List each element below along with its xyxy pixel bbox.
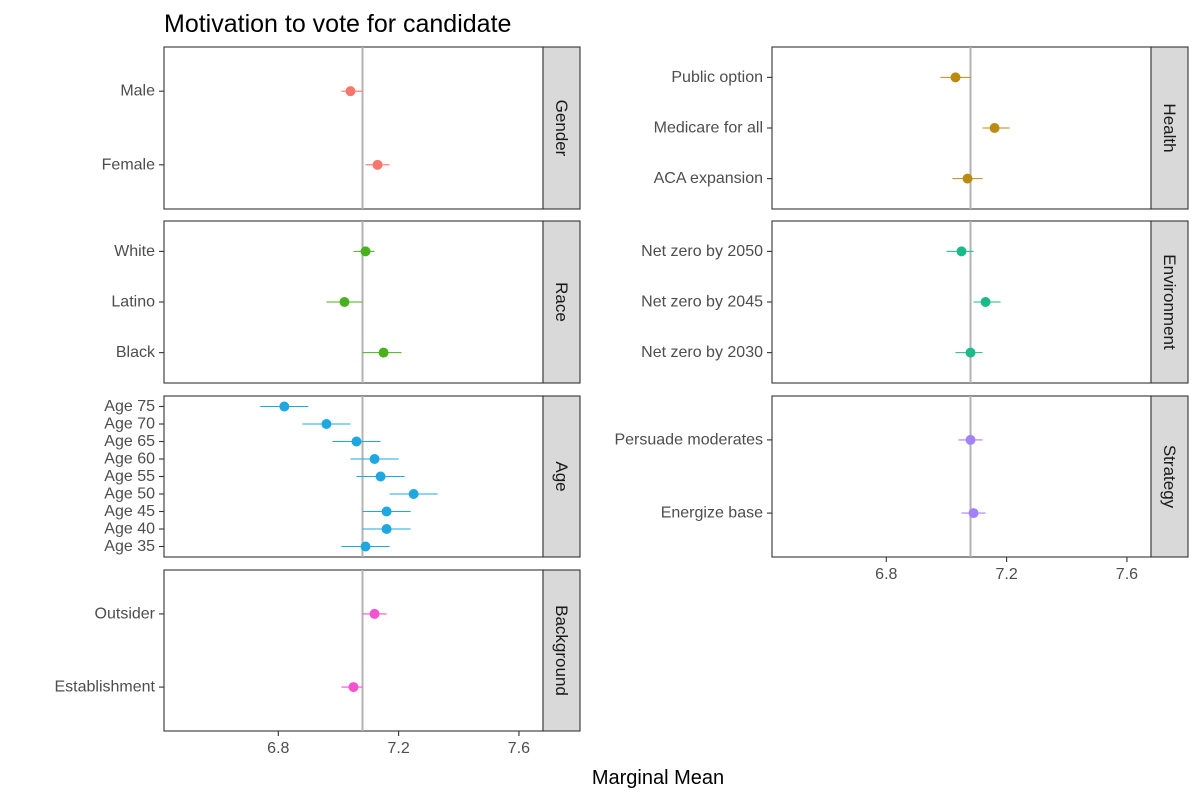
y-tick-label-age-50: Age 50 [104, 486, 155, 503]
strip-background [1150, 395, 1189, 558]
x-tick-label: 6.8 [267, 740, 289, 757]
point-age-55 [375, 471, 386, 482]
y-tick-label-age-70: Age 70 [104, 416, 155, 433]
x-axis-left: 6.8 7.2 7.6 [267, 731, 530, 757]
point-net-zero-by-2030 [965, 347, 976, 358]
x-tick-label: 6.8 [875, 566, 897, 583]
point-latino [339, 297, 350, 307]
strip-label-race: Race [552, 282, 571, 322]
panel-gender: Gender Male Female [102, 46, 581, 210]
panel-border [163, 46, 544, 210]
point-age-35 [360, 541, 371, 552]
x-tick-label: 7.6 [508, 740, 530, 757]
y-tick-label-white: White [114, 243, 155, 260]
strip-label-age: Age [552, 461, 571, 491]
chart-title: Motivation to vote for candidate [164, 10, 511, 38]
x-tick-label: 7.2 [387, 740, 409, 757]
x-axis-right: 6.8 7.2 7.6 [875, 557, 1138, 583]
y-tick-label-age-75: Age 75 [104, 398, 155, 415]
panel-background: Background Outsider Establishment [55, 569, 581, 732]
point-black [378, 347, 389, 358]
point-energize-base [968, 508, 979, 519]
panel-border [163, 569, 544, 732]
strip-background [542, 46, 581, 210]
y-tick-label-persuade-moderates: Persuade moderates [614, 431, 763, 448]
panel-health: Health Public option Medicare for all ACA e… [654, 46, 1189, 210]
strip-background [542, 569, 581, 732]
y-tick-label-age-40: Age 40 [104, 521, 155, 538]
y-tick-label-male: Male [120, 83, 155, 100]
point-establishment [348, 682, 359, 693]
point-age-65 [351, 436, 362, 447]
point-public-option [950, 72, 961, 83]
point-male [345, 86, 356, 97]
y-tick-label-age-55: Age 55 [104, 468, 155, 485]
point-female [372, 159, 383, 170]
strip-label-strategy: Strategy [1160, 445, 1179, 509]
panel-border [771, 220, 1152, 384]
panel-environment: Environment Net zero by 2050 Net zero by 2… [641, 220, 1189, 384]
strip-background [542, 220, 581, 384]
strip-label-environment: Environment [1160, 254, 1179, 350]
x-tick-label: 7.6 [1116, 566, 1138, 583]
point-age-70 [321, 419, 332, 429]
panel-border [771, 395, 1152, 558]
panel-race: Race White Latino Black [111, 220, 581, 384]
strip-label-gender: Gender [552, 100, 571, 157]
point-age-50 [408, 489, 419, 499]
y-tick-label-female: Female [102, 156, 155, 173]
point-net-zero-by-2050 [956, 246, 967, 257]
panel-border [771, 46, 1152, 210]
strip-label-health: Health [1160, 103, 1179, 152]
y-tick-label-age-65: Age 65 [104, 433, 155, 450]
plot-area: Gender Male Female Race White Latino Black Age A… [55, 46, 1189, 757]
strip-background [542, 395, 581, 558]
y-tick-label-net-zero-by-2045: Net zero by 2045 [641, 294, 763, 311]
y-tick-label-net-zero-by-2050: Net zero by 2050 [641, 243, 763, 260]
y-tick-label-aca-expansion: ACA expansion [654, 170, 763, 187]
point-white [360, 246, 371, 257]
point-age-40 [381, 524, 392, 534]
panel-border [163, 395, 544, 558]
y-tick-label-age-35: Age 35 [104, 538, 155, 555]
point-age-45 [381, 506, 392, 517]
strip-background [1150, 46, 1189, 210]
strip-label-background: Background [552, 605, 571, 696]
point-aca-expansion [962, 173, 973, 184]
y-tick-label-medicare-for-all: Medicare for all [654, 120, 763, 137]
x-axis-title: Marginal Mean [592, 767, 724, 789]
point-age-75 [279, 401, 290, 412]
y-tick-label-outsider: Outsider [95, 605, 156, 622]
panel-strategy: Strategy Persuade moderates Energize base [614, 395, 1189, 558]
y-tick-label-age-45: Age 45 [104, 503, 155, 520]
point-net-zero-by-2045 [980, 297, 991, 307]
point-age-60 [369, 454, 380, 464]
x-tick-label: 7.2 [995, 566, 1017, 583]
y-tick-label-public-option: Public option [671, 69, 763, 86]
y-tick-label-age-60: Age 60 [104, 451, 155, 468]
y-tick-label-latino: Latino [111, 294, 155, 311]
y-tick-label-net-zero-by-2030: Net zero by 2030 [641, 344, 763, 361]
strip-background [1150, 220, 1189, 384]
point-medicare-for-all [989, 123, 1000, 133]
point-persuade-moderates [965, 434, 976, 445]
y-tick-label-establishment: Establishment [55, 679, 156, 696]
point-outsider [369, 608, 380, 619]
y-tick-label-black: Black [116, 344, 156, 361]
y-tick-label-energize-base: Energize base [661, 505, 763, 522]
